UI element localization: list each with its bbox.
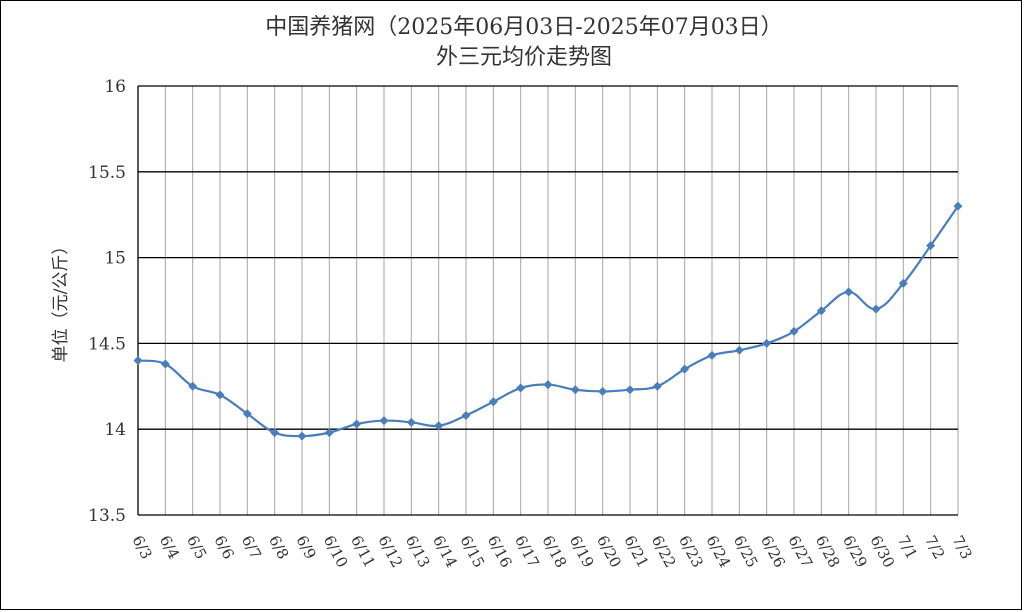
x-tick-label: 6/7 — [238, 532, 265, 562]
y-tick-label: 15 — [104, 249, 126, 269]
data-point — [352, 419, 362, 429]
x-tick-label: 6/19 — [566, 532, 598, 570]
data-point — [598, 386, 608, 396]
data-point — [406, 417, 416, 427]
x-tick-label: 6/23 — [675, 532, 707, 570]
x-tick-label: 6/21 — [620, 532, 652, 570]
data-point — [160, 359, 170, 369]
y-axis-ticks: 13.5 14 14.5 15 15.5 16 — [88, 77, 126, 526]
x-tick-label: 6/4 — [156, 532, 183, 562]
x-tick-label: 6/17 — [511, 532, 543, 570]
series-layer — [133, 201, 963, 441]
data-point — [844, 287, 854, 297]
x-tick-label: 6/30 — [866, 532, 898, 570]
data-point — [297, 431, 307, 441]
y-tick-label: 14 — [104, 420, 126, 440]
data-point — [570, 385, 580, 395]
data-point — [488, 397, 498, 407]
data-point — [734, 345, 744, 355]
chart-subtitle: 外三元均价走势图 — [436, 45, 612, 70]
y-axis-label: 单位（元/公斤） — [51, 238, 71, 363]
data-point — [215, 390, 225, 400]
data-point — [652, 381, 662, 391]
x-tick-label: 6/3 — [128, 532, 155, 562]
x-tick-label: 6/28 — [812, 532, 844, 570]
data-point — [270, 428, 280, 438]
x-tick-label: 6/10 — [320, 532, 352, 570]
x-tick-label: 6/8 — [265, 532, 292, 562]
data-point — [680, 364, 690, 374]
y-tick-label: 16 — [104, 77, 126, 97]
data-point — [898, 278, 908, 288]
data-point — [953, 201, 963, 211]
x-tick-label: 6/18 — [538, 532, 570, 570]
data-point — [543, 380, 553, 390]
x-tick-label: 6/20 — [593, 532, 625, 570]
data-point — [707, 350, 717, 360]
data-point — [871, 304, 881, 314]
x-tick-label: 6/12 — [374, 532, 406, 570]
x-tick-label: 7/1 — [894, 532, 921, 562]
y-tick-label: 15.5 — [88, 163, 126, 183]
data-point — [816, 306, 826, 316]
x-tick-label: 6/27 — [784, 532, 816, 570]
x-tick-label: 6/5 — [183, 532, 210, 562]
data-point — [434, 421, 444, 431]
x-tick-label: 6/24 — [702, 532, 734, 570]
y-tick-label: 14.5 — [88, 334, 126, 354]
chart-title: 中国养猪网（2025年06月03日-2025年07月03日） — [265, 15, 782, 40]
x-tick-label: 6/22 — [648, 532, 680, 570]
x-tick-label: 7/3 — [948, 532, 975, 562]
data-point — [516, 383, 526, 393]
x-tick-label: 6/16 — [484, 532, 516, 570]
x-tick-label: 6/9 — [292, 532, 319, 562]
x-tick-label: 6/29 — [839, 532, 871, 570]
data-point — [324, 428, 334, 438]
x-tick-label: 6/11 — [347, 532, 379, 570]
x-tick-label: 6/6 — [210, 532, 237, 562]
grid — [137, 85, 959, 516]
x-axis-ticks: 6/3 6/4 6/5 6/6 6/7 6/8 6/9 6/106/116/126/136/1… — [128, 532, 975, 570]
x-tick-label: 6/14 — [429, 532, 461, 570]
data-point — [625, 385, 635, 395]
x-tick-label: 6/15 — [456, 532, 488, 570]
data-point — [379, 416, 389, 426]
data-point — [461, 410, 471, 420]
data-point — [133, 356, 143, 366]
data-point — [926, 241, 936, 251]
data-point — [789, 326, 799, 336]
x-tick-label: 6/26 — [757, 532, 789, 570]
x-tick-label: 6/13 — [402, 532, 434, 570]
x-tick-label: 6/25 — [730, 532, 762, 570]
data-point — [242, 409, 252, 419]
y-tick-label: 13.5 — [88, 506, 126, 526]
data-point — [762, 338, 772, 348]
data-point — [188, 381, 198, 391]
x-tick-label: 7/2 — [921, 532, 948, 562]
